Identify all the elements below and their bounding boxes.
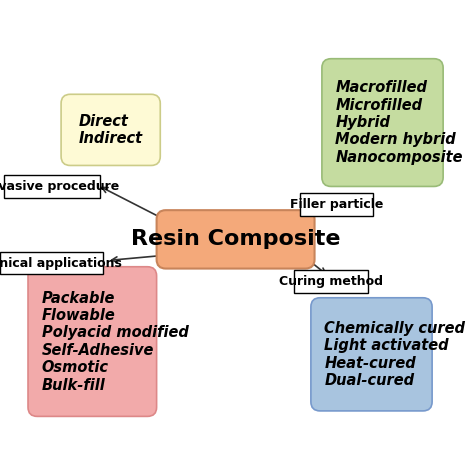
Text: Macrofilled
Microfilled
Hybrid
Modern hybrid
Nanocomposite: Macrofilled Microfilled Hybrid Modern hy… <box>336 80 463 165</box>
FancyBboxPatch shape <box>61 94 160 165</box>
Bar <box>4 175 100 198</box>
Text: Packable
Flowable
Polyacid modified
Self-Adhesive
Osmotic
Bulk-fill: Packable Flowable Polyacid modified Self… <box>42 291 189 392</box>
FancyBboxPatch shape <box>156 210 315 269</box>
FancyBboxPatch shape <box>322 59 443 186</box>
Text: Invasive procedure: Invasive procedure <box>0 180 119 193</box>
FancyBboxPatch shape <box>311 298 432 411</box>
Text: Resin Composite: Resin Composite <box>131 229 340 249</box>
Text: Curing method: Curing method <box>279 275 383 288</box>
Text: Chemically cured
Light activated
Heat-cured
Dual-cured: Chemically cured Light activated Heat-cu… <box>325 321 465 388</box>
Text: Filler particle: Filler particle <box>290 198 383 211</box>
Bar <box>0 252 103 274</box>
Bar <box>300 193 374 216</box>
Text: Direct
Indirect: Direct Indirect <box>79 114 143 146</box>
Bar <box>294 270 368 292</box>
FancyBboxPatch shape <box>28 267 156 416</box>
Text: Clinical applications: Clinical applications <box>0 256 122 270</box>
